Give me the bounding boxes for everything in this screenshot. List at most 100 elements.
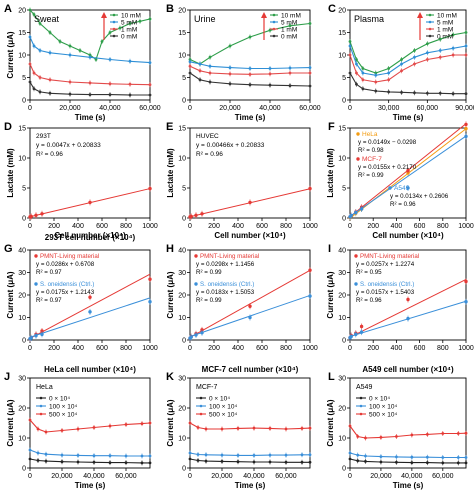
data-point <box>268 427 272 430</box>
data-point <box>359 207 364 211</box>
series-line <box>189 452 310 456</box>
data-point <box>441 461 445 465</box>
panel-letter: D <box>4 121 12 133</box>
data-point <box>451 33 455 37</box>
x-tick-label: 0 <box>348 345 352 352</box>
y-tick-label: 15 <box>338 30 346 37</box>
data-point <box>236 454 240 457</box>
legend-label: 10 mM <box>281 12 301 19</box>
data-point <box>148 186 152 191</box>
data-point <box>28 62 32 66</box>
data-point <box>354 332 358 337</box>
y-tick-label: 10 <box>18 436 26 443</box>
x-tick-label: 40,000 <box>401 473 423 480</box>
x-tick-label: 200 <box>208 223 220 230</box>
data-point <box>60 460 64 464</box>
data-point <box>48 31 52 34</box>
data-point <box>348 53 352 57</box>
plot-frame <box>349 127 467 219</box>
data-point <box>36 451 40 455</box>
panel-k: K 0 20,000 40,000 60,000 0 10 20 30 Time (s) Curre… <box>166 371 312 490</box>
panel-letter: C <box>328 3 336 15</box>
series-line <box>29 458 150 464</box>
legend-marker <box>34 282 38 286</box>
data-point <box>441 456 445 459</box>
data-point <box>464 92 468 96</box>
data-point <box>456 432 460 435</box>
data-point <box>148 277 152 281</box>
legend-label: PMNT-Living material <box>200 253 259 260</box>
legend-label: 1 mM <box>437 26 453 33</box>
y-tick-label: 15 <box>18 126 26 133</box>
legend-marker <box>34 254 38 258</box>
data-point <box>28 8 32 12</box>
data-point <box>268 67 272 70</box>
annotation-text: R² = 0.99 <box>358 172 384 179</box>
y-tick-label: 0 <box>182 466 186 473</box>
data-point <box>138 19 142 23</box>
data-point <box>355 71 358 75</box>
legend-label: S. oneidensis (Ctrl.) <box>200 281 254 288</box>
annotation-text: y = 0.0047x + 0.20833 <box>36 142 101 149</box>
legend-marker <box>359 404 363 408</box>
data-point <box>464 456 468 459</box>
x-tick-label: 400 <box>232 345 244 352</box>
data-point <box>88 55 92 59</box>
plot-frame <box>29 127 151 219</box>
panel-i: I 0 200 400 600 800 1000 0 10 20 30 40 Current (μA) P… <box>326 243 474 352</box>
x-tick-label: 400 <box>391 345 403 352</box>
y-tick-label: 5 <box>342 186 346 193</box>
data-point <box>76 460 80 464</box>
x-axis-label: Cell number (×10⁴) <box>372 231 444 240</box>
data-point <box>220 453 224 457</box>
data-point <box>92 460 96 464</box>
x-tick-label: 0 <box>188 345 192 352</box>
data-point <box>406 168 410 173</box>
data-point <box>92 426 96 429</box>
data-point <box>196 453 200 456</box>
data-point <box>194 333 198 337</box>
data-point <box>284 427 288 431</box>
x-tick-label: 200 <box>48 345 60 352</box>
y-tick-label: 5 <box>22 186 26 193</box>
y-tick-label: 10 <box>338 156 346 163</box>
data-point <box>464 122 468 127</box>
data-point <box>200 212 204 216</box>
y-tick-label: 40 <box>338 248 346 255</box>
legend-label: 500 × 10⁴ <box>369 411 397 418</box>
legend-marker <box>388 186 392 190</box>
legend-marker <box>272 13 276 17</box>
legend-label: 0 × 10⁴ <box>49 395 70 402</box>
data-point <box>364 454 367 458</box>
data-point <box>140 454 144 458</box>
y-tick-label: 0 <box>182 338 186 345</box>
y-tick-label: 10 <box>18 315 26 322</box>
data-point <box>456 461 460 465</box>
y-tick-label: 0 <box>22 466 26 473</box>
y-tick-label: 5 <box>342 75 346 82</box>
cell-line-label: MCF-7 <box>196 384 217 391</box>
data-point <box>204 453 208 457</box>
data-point <box>148 461 152 465</box>
data-point <box>308 453 312 457</box>
x-tick-label: 1000 <box>302 223 318 230</box>
y-tick-label: 0 <box>342 216 346 223</box>
legend-label: MCF-7 <box>362 156 382 163</box>
data-point <box>200 331 204 335</box>
data-point <box>364 460 367 463</box>
data-point <box>32 13 36 16</box>
data-point <box>387 90 391 94</box>
x-tick-label: 800 <box>280 223 292 230</box>
x-tick-label: 200 <box>367 345 379 352</box>
y-tick-label: 20 <box>338 293 346 300</box>
legend-label: S. oneidensis (Ctrl.) <box>360 281 414 288</box>
data-point <box>288 84 292 87</box>
y-tick-label: 30 <box>338 376 346 383</box>
data-point <box>228 44 232 48</box>
y-tick-label: 20 <box>338 406 346 413</box>
legend-marker <box>194 254 198 258</box>
y-tick-label: 30 <box>178 270 186 277</box>
fit-line <box>29 297 151 338</box>
data-point <box>464 431 468 435</box>
